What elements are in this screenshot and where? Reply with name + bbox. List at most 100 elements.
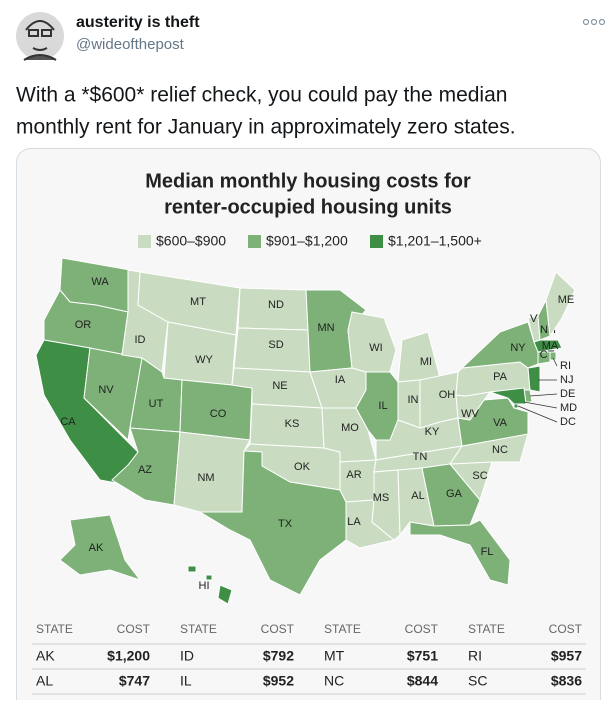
more-button[interactable] [582,18,606,26]
tweet-text: monthly rent for January in approximatel… [16,116,516,139]
state-label: TX [278,518,293,530]
state [537,351,551,365]
table-cell: $747 [119,673,150,689]
state-label: MS [373,492,390,504]
table-cell: $792 [263,648,294,664]
state-label: DC [560,416,576,428]
state-label: WI [369,342,382,354]
table-header: STATE [468,622,505,636]
state-label: IL [378,400,387,412]
state-label: MN [317,322,334,334]
tweet-text: With a *$600* relief check, you could pa… [16,84,507,107]
state [59,514,142,581]
state [513,403,519,409]
table-cell: AK [36,648,55,664]
state [198,450,347,596]
table-cell: $1,200 [107,648,150,664]
state-label: ME [558,294,575,306]
table-cell: ID [180,648,194,664]
state-label: AK [89,542,104,554]
table-header: COST [261,622,295,636]
table-header: STATE [180,622,217,636]
leader-line [529,393,558,397]
legend-swatch [138,235,151,248]
table-cell: AL [36,673,53,689]
legend-swatch [370,235,383,248]
state-label: AZ [138,464,152,476]
table-header: STATE [324,622,361,636]
state-label: NY [510,342,526,354]
state-label: TN [413,451,428,463]
state [527,365,541,393]
state-label: ID [135,334,146,346]
state [549,351,557,361]
state-label: OR [75,319,92,331]
state-label: FL [481,546,494,558]
state-label: MA [542,340,559,352]
table-cell: MT [324,648,345,664]
state-label: ND [268,299,284,311]
state-label: MI [420,356,432,368]
state [409,519,511,586]
state-label: IA [335,374,346,386]
map: WA OR CA NV ID MT WY UT CO AZ NM ND SD NE KS OK TX MN IA MO… [35,257,577,605]
state-label: SC [472,470,487,482]
state-label: WV [461,408,479,420]
table-header: COST [405,622,439,636]
state-label: NJ [560,374,573,386]
table-header: STATE [36,622,73,636]
state-label: VA [493,417,508,429]
state [421,463,481,527]
leader-line [517,405,558,423]
leader-line [552,357,558,367]
state [205,574,213,581]
state-label: RI [560,360,571,372]
table-cell: $836 [551,673,582,689]
state-label: MO [341,422,359,434]
state-label: AL [411,490,424,502]
state-label: HI [199,580,210,592]
state-label: NV [98,384,114,396]
table-header: COST [117,622,151,636]
table-cell: NC [324,673,344,689]
state [339,459,377,503]
state-label: NM [197,472,214,484]
state-label: NE [272,380,287,392]
state [217,584,233,605]
avatar-face [23,20,57,61]
state-label: LA [347,516,361,528]
state-label: AR [346,469,361,481]
table-cell: $844 [407,673,438,689]
state-label: CA [60,416,76,428]
state-label: GA [446,488,463,500]
leader-line [523,401,558,409]
state [457,397,529,447]
chart-title: Median monthly housing costs for [145,170,471,192]
state [533,339,563,353]
state-label: NC [492,444,508,456]
display-name[interactable]: austerity is theft [76,14,200,31]
state-label: WY [195,354,213,366]
table-cell: RI [468,648,482,664]
state-label: CO [210,408,227,420]
chart-title: renter-occupied housing units [164,196,452,218]
state-label: DE [560,388,575,400]
table-cell: $751 [407,648,438,664]
state-label: WA [91,276,109,288]
state-label: KY [425,426,440,438]
state-label: MD [560,402,577,414]
avatar[interactable] [16,12,64,60]
state-label: OK [294,461,311,473]
legend-label: $1,201–1,500+ [388,233,482,249]
table-cell: IL [180,673,192,689]
table-cell: $952 [263,673,294,689]
legend-label: $901–$1,200 [266,233,348,249]
state-label: UT [149,398,164,410]
state [187,565,197,573]
handle[interactable]: @wideofthepost [76,36,185,53]
table-cell: $957 [551,648,582,664]
state [545,271,576,338]
state-label: OH [439,389,456,401]
legend-swatch [248,235,261,248]
